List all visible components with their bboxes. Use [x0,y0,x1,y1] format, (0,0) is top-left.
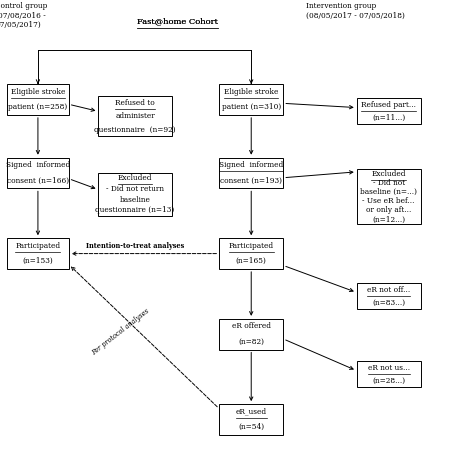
Bar [7,238,69,269]
Bar [7,84,69,115]
Bar [219,404,283,435]
Bar [219,238,283,269]
Text: consent (n=166): consent (n=166) [7,177,69,185]
Text: Signed  informed: Signed informed [6,161,70,169]
Text: Control group
(07/08/2016 -
07/05/2017): Control group (07/08/2016 - 07/05/2017) [0,2,47,29]
Text: administer: administer [115,112,155,120]
Text: Fast@home Cohort: Fast@home Cohort [137,18,218,25]
Text: consent (n=193): consent (n=193) [220,177,282,185]
Bar [356,98,421,124]
Text: patient (n=258): patient (n=258) [9,103,67,111]
Text: Participated: Participated [228,242,274,250]
Text: eR_used: eR_used [236,408,267,416]
Text: eR offered: eR offered [232,322,271,330]
Text: or only aft...: or only aft... [366,206,411,214]
Text: Refused to: Refused to [115,99,155,107]
Text: Fast@home Cohort: Fast@home Cohort [137,18,218,25]
Text: Signed  informed: Signed informed [219,161,283,169]
Bar [219,84,283,115]
Text: Eligible stroke: Eligible stroke [224,88,278,96]
Text: Per protocol analyses: Per protocol analyses [91,307,151,357]
Text: Participated: Participated [15,242,61,250]
Text: (n=28...): (n=28...) [372,377,405,385]
Text: eR not us...: eR not us... [368,364,410,372]
Text: (n=82): (n=82) [238,338,264,346]
Bar [219,319,283,350]
Text: (n=165): (n=165) [236,257,267,265]
Text: Excluded: Excluded [118,174,152,182]
Text: Eligible stroke: Eligible stroke [11,88,65,96]
Text: Intervention group
(08/05/2017 - 07/05/2018): Intervention group (08/05/2017 - 07/05/2… [306,2,405,19]
Bar [219,158,283,188]
Bar [98,173,172,216]
Text: (n=83...): (n=83...) [372,299,405,307]
Text: Intention-to-treat analyses: Intention-to-treat analyses [86,242,184,250]
Text: patient (n=310): patient (n=310) [221,103,281,111]
Text: questionnaire (n=13): questionnaire (n=13) [95,206,175,214]
Bar [356,170,421,224]
Text: (n=11...): (n=11...) [372,114,405,122]
Text: (n=12...): (n=12...) [372,215,405,223]
Text: baseline: baseline [119,196,151,204]
Bar [356,283,421,310]
Text: - Did not return: - Did not return [106,185,164,193]
Bar [356,362,421,388]
Text: questionnaire  (n=92): questionnaire (n=92) [94,126,176,134]
Text: Refused part...: Refused part... [361,101,416,109]
Bar [7,158,69,188]
Text: (n=54): (n=54) [238,423,264,431]
Text: (n=153): (n=153) [23,257,53,265]
Text: Excluded: Excluded [372,170,406,178]
Text: - Did not: - Did not [373,179,405,187]
Text: baseline (n=...): baseline (n=...) [360,188,417,196]
Bar [98,96,172,137]
Text: eR not off...: eR not off... [367,286,410,294]
Text: - Use eR bef...: - Use eR bef... [363,197,415,205]
